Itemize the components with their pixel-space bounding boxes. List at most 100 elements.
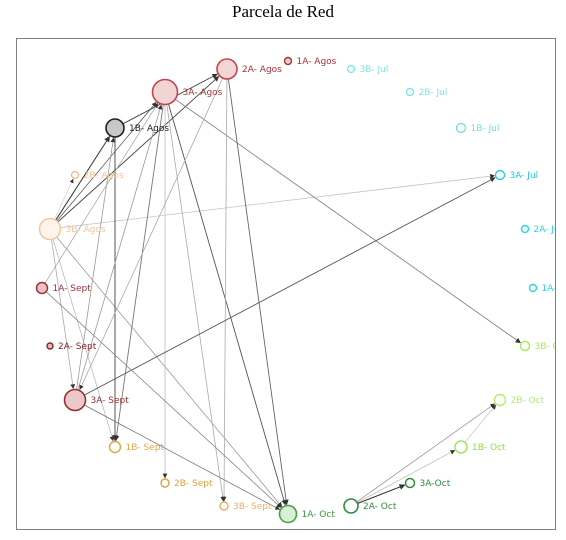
node-marker (70, 170, 80, 180)
edge-2A-Agos-to-3A-Sept (79, 77, 224, 390)
edge-1B-Oct-to-2B-Oct (464, 404, 497, 443)
edge-3B-Agos-to-2A-Agos (57, 76, 220, 223)
node-3A-Agos: 3A- Agos (151, 78, 223, 106)
node-marker (493, 393, 507, 407)
node-marker (494, 169, 506, 181)
edge-3B-Agos-to-3A-Agos (56, 101, 157, 222)
node-3B-Sept: 3B- Sept (219, 501, 272, 512)
node-marker (455, 122, 467, 134)
edge-2A-Oct-to-1B-Oct (357, 449, 456, 504)
node-label: 2A- Agos (242, 65, 282, 75)
edge-3B-Agos-to-1B-Sept (52, 238, 115, 442)
node-2B-Jul: 2B- Jul (405, 87, 448, 98)
node-label: 3A- Sept (91, 396, 130, 406)
node-marker (454, 440, 468, 454)
edge-2A-Oct-to-3A-Oct (357, 484, 406, 504)
node-2B-Agos: 2B- Agos (70, 170, 124, 181)
node-marker (519, 340, 531, 352)
node-marker (404, 477, 416, 489)
edge-3B-Agos-to-3A-Jul (60, 173, 495, 229)
edge-3A-Agos-to-3B-Oct (174, 98, 521, 344)
network-plot-frame: 2A- Agos 1A- Agos 3B- Jul 3A- Agos 2B- Jul 1B… (16, 38, 556, 530)
edge-3B-Agos-to-3A-Sept (51, 239, 76, 390)
node-marker (35, 281, 49, 295)
node-layer: 2A- Agos 1A- Agos 3B- Jul 3A- Agos 2B- Jul 1B… (35, 56, 557, 524)
node-label: 3B- Jul (360, 65, 389, 75)
edge-3B-Agos-to-2B-Agos (54, 178, 74, 220)
node-2A-Agos: 2A- Agos (216, 58, 282, 80)
edge-3A-Sept-to-1A-Oct (84, 404, 281, 510)
node-3A-Sept: 3A- Sept (63, 388, 130, 412)
node-label: 1A- Sept (53, 284, 92, 294)
node-label: 2A- Jul (534, 225, 557, 235)
node-3B-Jul: 3B- Jul (346, 64, 389, 75)
node-marker (520, 224, 530, 234)
node-label: 2B- Sept (174, 479, 213, 489)
node-label: 1A- Agos (297, 57, 337, 67)
edge-layer (44, 73, 521, 510)
node-marker (216, 58, 238, 80)
node-1B-Jul: 1B- Jul (455, 122, 500, 134)
node-label: 2B- Oct (511, 396, 545, 406)
node-2A-Sept: 2A- Sept (46, 342, 97, 352)
node-3A-Oct: 3A-Oct (404, 477, 451, 489)
node-marker (63, 388, 87, 412)
edge-1A-Sept-to-1A-Oct (45, 291, 282, 508)
node-label: 3A-Oct (420, 479, 451, 489)
node-label: 3B- Agos (66, 225, 106, 235)
node-3B-Oct: 3B- Oct (519, 340, 557, 352)
node-label: 1A- Oct (302, 510, 336, 520)
node-label: 2B- Agos (84, 171, 124, 181)
node-label: 3A- Agos (183, 88, 223, 98)
node-marker (105, 118, 125, 138)
node-1A-Agos: 1A- Agos (283, 56, 337, 67)
edge-2A-Oct-to-2B-Oct (356, 403, 496, 503)
edge-3B-Agos-to-1B-Agos (55, 135, 111, 221)
node-label: 3B- Sept (233, 502, 272, 512)
node-1B-Oct: 1B- Oct (454, 440, 506, 454)
node-1B-Sept: 1B- Sept (108, 440, 165, 454)
node-marker (46, 342, 54, 350)
node-label: 2B- Jul (419, 88, 448, 98)
edge-3A-Sept-to-3A-Agos (77, 104, 163, 391)
edge-1A-Sept-to-3A-Agos (44, 102, 159, 284)
node-1A-Sept: 1A- Sept (35, 281, 92, 295)
node-label: 2A- Sept (58, 342, 97, 352)
edge-3A-Agos-to-1B-Sept (113, 104, 164, 442)
node-label: 3A- Jul (510, 171, 539, 181)
node-marker (219, 501, 229, 511)
node-marker (278, 504, 298, 524)
edge-3A-Agos-to-3B-Sept (166, 104, 226, 502)
node-2B-Oct: 2B- Oct (493, 393, 545, 407)
node-1A-Oct: 1A- Oct (278, 504, 336, 524)
node-marker (160, 478, 170, 488)
node-marker (108, 440, 122, 454)
node-2A-Oct: 2A- Oct (343, 498, 397, 514)
edge-3A-Sept-to-1B-Agos (76, 137, 116, 390)
node-label: 1B- Oct (472, 443, 506, 453)
chart-title: Parcela de Red (232, 2, 334, 21)
node-marker (405, 87, 415, 97)
node-label: 2A- Oct (363, 502, 397, 512)
node-3A-Jul: 3A- Jul (494, 169, 539, 181)
node-label: 3B- Oct (535, 342, 557, 352)
node-marker (151, 78, 179, 106)
node-label: 1B- Sept (126, 443, 165, 453)
node-label: 1B- Jul (471, 124, 500, 134)
node-label: 1B- Agos (129, 124, 169, 134)
node-1B-Agos: 1B- Agos (105, 118, 169, 138)
edge-3A-Sept-to-3A-Jul (84, 177, 496, 396)
node-2A-Jul: 2A- Jul (520, 224, 557, 235)
node-label: 1A- Jul (542, 284, 557, 294)
network-plot: 2A- Agos 1A- Agos 3B- Jul 3A- Agos 2B- Jul 1B… (35, 56, 557, 524)
node-1A-Jul: 1A- Jul (528, 283, 557, 294)
edge-2A-Agos-to-3B-Sept (221, 78, 228, 502)
edge-2A-Agos-to-1A-Oct (227, 78, 289, 506)
node-3B-Agos: 3B- Agos (38, 217, 106, 241)
edge-3A-Agos-to-1A-Oct (168, 103, 287, 506)
edge-3B-Agos-to-1A-Oct (56, 236, 283, 508)
node-marker (343, 498, 359, 514)
node-2B-Sept: 2B- Sept (160, 478, 213, 489)
node-marker (283, 56, 293, 66)
node-marker (38, 217, 62, 241)
